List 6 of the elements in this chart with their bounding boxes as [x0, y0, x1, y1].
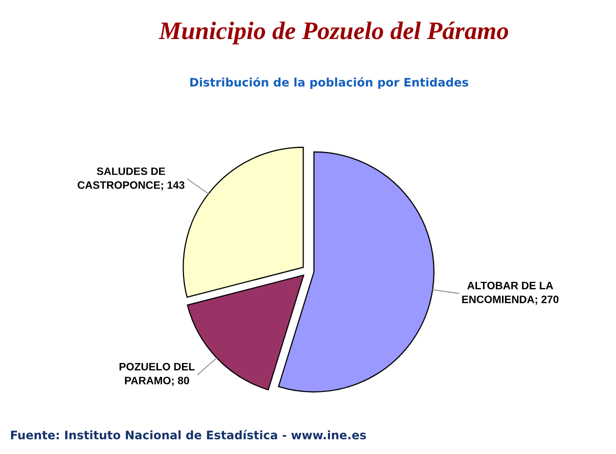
- chart-title: Municipio de Pozuelo del Páramo: [158, 22, 508, 44]
- chart-subtitle: Distribución de la población por Entidades: [190, 77, 468, 89]
- slice-label: SALUDES DE CASTROPONCE; 143: [78, 167, 184, 190]
- source-note: Fuente: Instituto Nacional de Estadística - www.ine.es: [11, 430, 366, 440]
- slice-label: POZUELO DEL PARAMO; 80: [120, 362, 195, 386]
- slice-label: ALTOBAR DE LA ENCOMIENDA; 270: [462, 282, 558, 305]
